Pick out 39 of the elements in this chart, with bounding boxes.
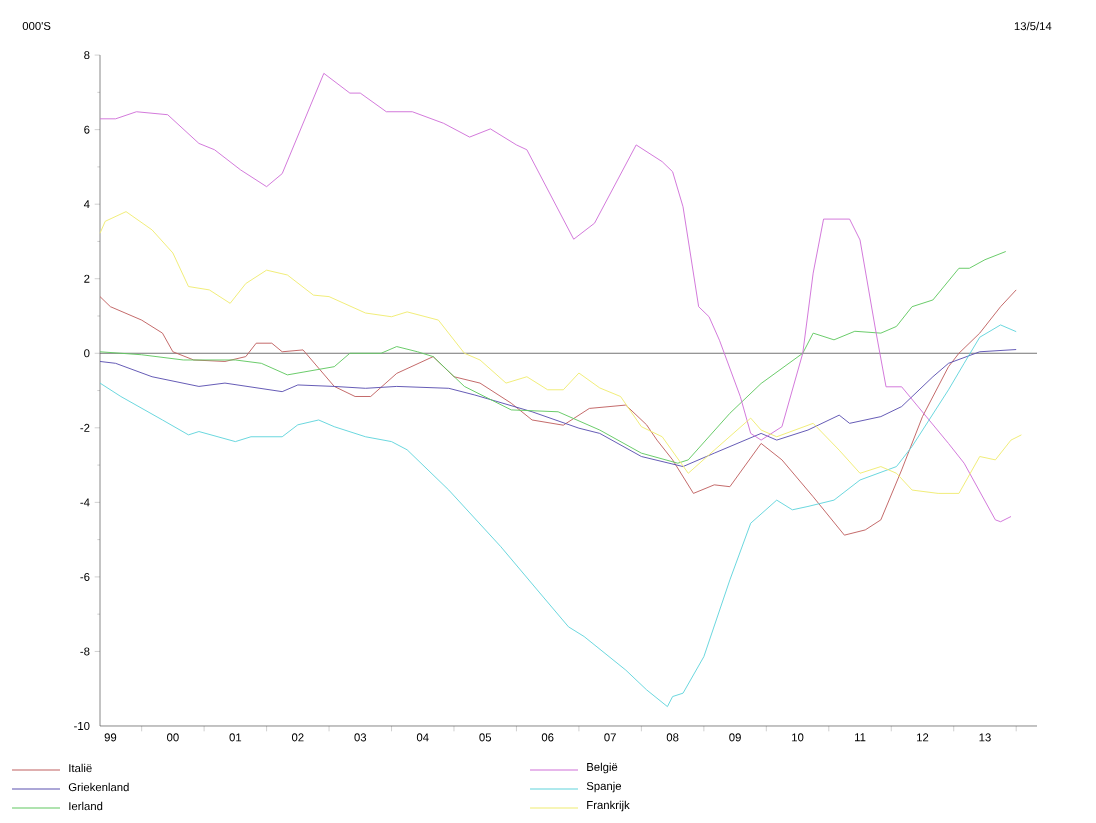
x-tick-label: 11 [854, 733, 866, 742]
y-tick-label: -6 [80, 572, 90, 581]
x-tick-label: 12 [917, 733, 929, 742]
x-tick-label: 99 [104, 733, 117, 742]
legend-label: België [587, 762, 618, 774]
y-tick-label: 2 [84, 274, 90, 283]
x-tick-label: 00 [167, 733, 179, 742]
x-tick-label: 03 [354, 733, 367, 742]
y-tick-label: 6 [84, 125, 90, 134]
y-tick-label: -8 [80, 647, 90, 656]
y-tick-label: 8 [84, 51, 90, 60]
x-tick-label: 04 [416, 733, 429, 742]
line-series [99, 289, 1017, 536]
line-series [99, 251, 1007, 464]
legend-label: Spanje [586, 781, 622, 793]
text: 000'S [22, 21, 51, 30]
x-tick-label: 10 [792, 733, 804, 742]
x-tick-label: 09 [729, 733, 741, 742]
y-tick-label: -4 [80, 498, 90, 507]
x-tick-label: 13 [979, 733, 991, 742]
line-series [99, 72, 1012, 523]
x-tick-label: 01 [229, 733, 242, 742]
y-tick-label: 4 [83, 200, 90, 209]
x-tick-label: 05 [479, 733, 492, 742]
y-tick-label: -10 [74, 721, 90, 730]
line-series [99, 349, 1017, 468]
text: 13/5/14 [1014, 21, 1052, 31]
y-tick-label: 0 [84, 349, 90, 358]
legend-label: Frankrijk [587, 800, 630, 812]
legend-label: Ierland [69, 801, 103, 811]
line-series [99, 324, 1017, 708]
x-tick-label: 07 [604, 733, 616, 742]
legend-label: Italië [69, 763, 92, 773]
y-tick-label: -2 [80, 423, 90, 432]
x-tick-label: 08 [666, 733, 679, 742]
x-tick-label: 02 [291, 733, 304, 742]
line-series [99, 211, 1022, 494]
x-tick-label: 06 [541, 733, 554, 742]
legend-label: Griekenland [68, 782, 129, 792]
